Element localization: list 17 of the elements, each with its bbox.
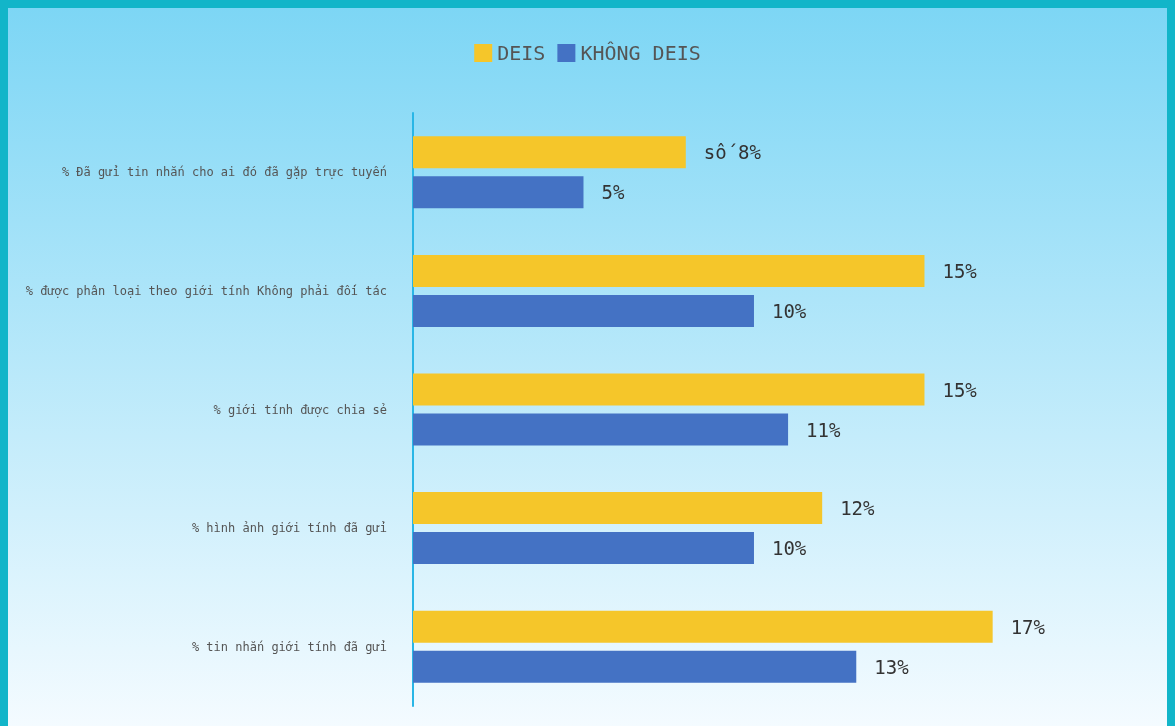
legend-label: DEIS — [497, 41, 546, 65]
data-label: 13% — [874, 655, 910, 678]
data-label: số 8% — [703, 141, 762, 164]
data-label: 12% — [840, 497, 876, 520]
y-tick-label: % được phân loại theo giới tính Không phải đối tác — [25, 283, 387, 298]
data-label: 5% — [601, 181, 625, 204]
data-label: 15% — [942, 378, 978, 401]
data-label: 11% — [806, 418, 841, 441]
y-tick-label: % hình ảnh giới tính đã gửi — [191, 521, 387, 536]
legend-label: KHÔNG DEIS — [580, 41, 701, 65]
y-tick-label: % giới tính được chia sẻ — [213, 402, 387, 417]
y-tick-label: % tin nhắn giới tính đã gửi — [191, 639, 387, 654]
y-tick-label: % Đã gửi tin nhắn cho ai đó đã gặp trực tuyến — [61, 165, 387, 180]
data-label: 17% — [1010, 615, 1046, 638]
data-label: 10% — [771, 537, 807, 560]
data-label: 10% — [771, 299, 807, 322]
data-label: 15% — [942, 259, 978, 282]
